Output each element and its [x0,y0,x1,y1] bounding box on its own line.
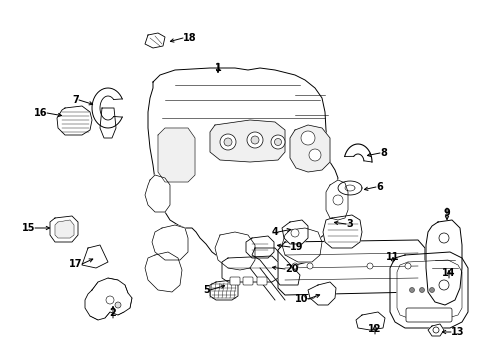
Polygon shape [222,256,278,282]
Text: 13: 13 [450,327,464,337]
Text: 10: 10 [294,294,307,304]
Polygon shape [85,278,132,320]
Text: 5: 5 [203,285,209,295]
Text: 20: 20 [285,264,298,274]
Circle shape [115,302,121,308]
Text: 1: 1 [214,63,221,73]
Text: 9: 9 [443,208,449,218]
Text: 6: 6 [375,182,382,192]
Text: 16: 16 [34,108,47,118]
FancyBboxPatch shape [257,277,266,285]
Text: 2: 2 [109,308,116,318]
Polygon shape [323,215,361,248]
Circle shape [290,229,298,237]
Polygon shape [425,220,461,305]
Polygon shape [325,180,347,220]
Circle shape [428,288,434,292]
Circle shape [250,136,259,144]
Circle shape [291,263,297,269]
Polygon shape [145,33,164,48]
Polygon shape [355,312,384,330]
Circle shape [432,327,438,333]
Text: 7: 7 [72,95,79,105]
Circle shape [332,195,342,205]
Polygon shape [158,128,195,182]
Polygon shape [82,245,108,268]
Polygon shape [100,108,116,138]
Polygon shape [282,220,307,244]
Polygon shape [145,252,182,292]
FancyBboxPatch shape [229,277,240,285]
FancyBboxPatch shape [405,308,451,322]
Polygon shape [152,225,187,260]
Circle shape [308,149,320,161]
Circle shape [301,131,314,145]
Circle shape [220,134,236,150]
Polygon shape [209,280,238,300]
Text: 19: 19 [289,242,303,252]
Polygon shape [251,248,299,285]
Polygon shape [427,324,443,336]
Polygon shape [145,175,170,212]
Polygon shape [307,282,335,305]
Circle shape [274,139,281,145]
Text: 4: 4 [271,227,278,237]
Circle shape [438,233,448,243]
Text: 18: 18 [183,33,196,43]
Circle shape [408,288,414,292]
Polygon shape [282,228,321,262]
Polygon shape [50,216,78,242]
Circle shape [404,263,410,269]
Polygon shape [389,252,467,328]
Polygon shape [57,106,92,135]
Circle shape [438,280,448,290]
Circle shape [366,263,372,269]
Circle shape [419,288,424,292]
Polygon shape [55,220,74,238]
Text: 11: 11 [386,252,399,262]
Circle shape [306,263,312,269]
Circle shape [270,135,285,149]
Text: 12: 12 [367,324,381,334]
Polygon shape [396,260,461,318]
Polygon shape [337,181,361,195]
Text: 17: 17 [68,259,82,269]
Circle shape [106,296,114,304]
Polygon shape [209,120,285,162]
Text: 15: 15 [21,223,35,233]
Polygon shape [289,125,329,172]
Polygon shape [278,240,424,295]
Polygon shape [245,236,273,258]
Text: 14: 14 [441,268,455,278]
FancyBboxPatch shape [243,277,252,285]
Polygon shape [215,232,254,270]
Polygon shape [148,68,339,270]
Circle shape [246,132,263,148]
Circle shape [224,138,231,146]
Text: 8: 8 [379,148,386,158]
Text: 3: 3 [346,219,352,229]
